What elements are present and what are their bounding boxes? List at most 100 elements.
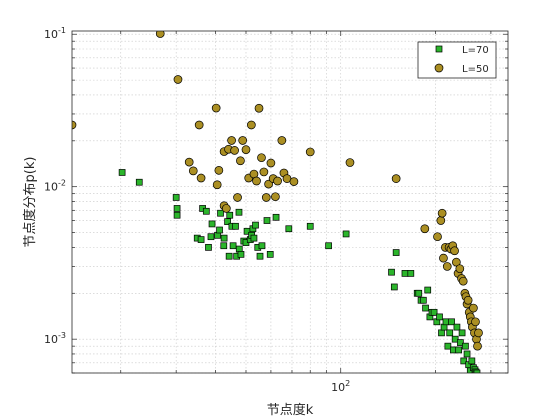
data-point bbox=[266, 251, 274, 258]
data-point bbox=[451, 335, 459, 343]
data-point bbox=[392, 249, 400, 256]
data-point bbox=[207, 233, 215, 241]
data-point bbox=[256, 252, 264, 260]
data-point bbox=[172, 194, 180, 201]
data-point bbox=[266, 158, 276, 168]
data-point bbox=[455, 264, 465, 274]
grid bbox=[72, 31, 508, 374]
data-point bbox=[473, 369, 481, 373]
data-point bbox=[257, 153, 266, 163]
data-point bbox=[401, 270, 409, 277]
data-point bbox=[212, 180, 222, 190]
data-point bbox=[289, 177, 299, 186]
data-point bbox=[448, 318, 455, 326]
data-point bbox=[241, 145, 251, 154]
data-point bbox=[407, 270, 415, 277]
data-point bbox=[271, 192, 280, 202]
data-point bbox=[391, 174, 401, 183]
data-point bbox=[232, 222, 239, 230]
data-point bbox=[194, 120, 204, 130]
data-point bbox=[205, 244, 212, 251]
data-point bbox=[436, 313, 443, 321]
legend-marker-l50 bbox=[434, 63, 444, 73]
y-axis-label: 节点度分布p(k) bbox=[22, 157, 38, 248]
data-point bbox=[305, 147, 315, 157]
data-point bbox=[446, 329, 454, 337]
data-point bbox=[216, 226, 223, 234]
data-point bbox=[258, 242, 266, 250]
legend-marker-l70 bbox=[435, 45, 443, 53]
data-point bbox=[422, 304, 429, 312]
data-point bbox=[453, 323, 461, 331]
data-point bbox=[217, 209, 224, 217]
data-point bbox=[439, 253, 448, 263]
data-point bbox=[261, 193, 271, 202]
data-point bbox=[460, 357, 468, 365]
data-point bbox=[155, 31, 165, 38]
data-point bbox=[462, 342, 469, 350]
data-point bbox=[277, 136, 287, 145]
data-point bbox=[442, 262, 452, 271]
data-point bbox=[252, 176, 261, 186]
y-tick-label: 10-1 bbox=[44, 26, 66, 41]
data-point bbox=[188, 166, 198, 176]
y-tick-label: 10-2 bbox=[44, 179, 66, 194]
data-point bbox=[220, 234, 228, 242]
data-point bbox=[230, 146, 239, 155]
data-point bbox=[450, 246, 459, 256]
data-point bbox=[437, 208, 447, 218]
data-point bbox=[325, 242, 332, 250]
data-point bbox=[227, 136, 236, 145]
data-point bbox=[285, 225, 293, 233]
series-l70 bbox=[118, 169, 481, 373]
data-point bbox=[211, 103, 221, 113]
data-point bbox=[457, 339, 464, 346]
data-point bbox=[247, 120, 256, 130]
data-point bbox=[388, 268, 395, 276]
data-point bbox=[118, 169, 126, 176]
data-point bbox=[202, 207, 210, 215]
data-point bbox=[458, 329, 466, 337]
data-point bbox=[237, 251, 245, 258]
data-point bbox=[433, 232, 442, 242]
data-point bbox=[196, 173, 206, 183]
data-point bbox=[225, 252, 233, 260]
legend-box bbox=[417, 41, 497, 79]
data-point bbox=[259, 167, 269, 177]
data-point bbox=[474, 328, 483, 338]
data-point bbox=[238, 136, 248, 145]
data-point bbox=[342, 230, 350, 238]
data-point bbox=[419, 296, 427, 304]
data-point bbox=[221, 204, 231, 213]
data-point bbox=[420, 224, 430, 234]
data-point bbox=[263, 217, 271, 224]
data-point bbox=[235, 208, 243, 216]
data-point bbox=[471, 317, 480, 327]
data-point bbox=[220, 242, 228, 250]
data-point bbox=[272, 213, 280, 221]
x-axis-label: 节点度k bbox=[267, 402, 314, 418]
data-point bbox=[208, 220, 216, 228]
data-point bbox=[226, 211, 234, 219]
legend-label-l50: L=50 bbox=[462, 64, 489, 75]
data-point bbox=[438, 329, 445, 337]
data-point bbox=[214, 166, 224, 175]
legend: L=70 L=50 bbox=[417, 41, 497, 79]
data-point bbox=[306, 222, 314, 230]
data-point bbox=[72, 120, 77, 130]
data-point bbox=[173, 75, 183, 84]
data-point bbox=[173, 205, 181, 212]
data-point bbox=[473, 341, 482, 351]
data-point bbox=[345, 158, 355, 167]
data-point bbox=[424, 286, 432, 294]
data-point bbox=[444, 342, 452, 350]
data-point bbox=[252, 221, 259, 229]
data-point bbox=[254, 103, 264, 113]
axes-box bbox=[71, 30, 509, 374]
data-point bbox=[233, 193, 242, 202]
data-point bbox=[250, 234, 258, 242]
data-point bbox=[415, 289, 423, 297]
data-point bbox=[469, 303, 478, 313]
